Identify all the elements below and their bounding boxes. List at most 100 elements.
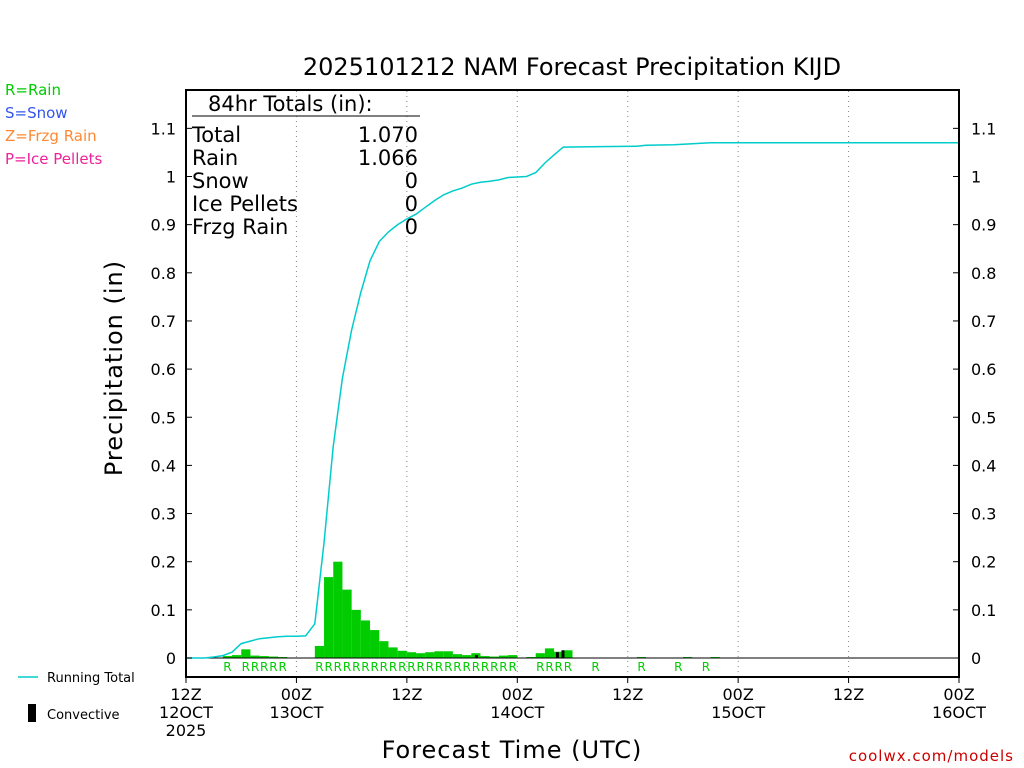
ytick-label-left-3: 0.3 xyxy=(151,505,176,524)
ptype-marker-26: R xyxy=(499,660,507,674)
xtick-label-2-1: 12Z xyxy=(391,685,422,704)
precip-bar-22 xyxy=(452,654,463,658)
ytick-label-right-6: 0.6 xyxy=(971,360,996,379)
ptype-marker-9: R xyxy=(343,660,351,674)
totals-value-total: 1.070 xyxy=(358,123,418,147)
convective-bar-2 xyxy=(561,650,565,658)
ytick-label-left-8: 0.8 xyxy=(151,264,176,283)
ptype-marker-11: R xyxy=(361,660,369,674)
ytick-label-right-2: 0.2 xyxy=(971,553,996,572)
y-axis-title: Precipitation (in) xyxy=(100,260,128,476)
ptype-marker-13: R xyxy=(380,660,388,674)
ytick-label-right-1: 0.1 xyxy=(971,601,996,620)
ytick-label-left-11: 1.1 xyxy=(151,119,176,138)
ytick-label-right-4: 0.4 xyxy=(971,456,996,475)
ptype-marker-25: R xyxy=(490,660,498,674)
ptype-marker-32: R xyxy=(591,660,599,674)
ytick-label-right-8: 0.8 xyxy=(971,264,996,283)
precip-bar-15 xyxy=(388,647,398,658)
xtick-label-0-3: 2025 xyxy=(166,721,207,740)
ytick-label-right-3: 0.3 xyxy=(971,505,996,524)
ptype-marker-21: R xyxy=(453,660,461,674)
xtick-label-0-2: 12OCT xyxy=(159,703,213,722)
ytick-label-right-7: 0.7 xyxy=(971,312,996,331)
precip-bar-31 xyxy=(544,648,555,658)
ytick-label-left-5: 0.5 xyxy=(151,408,176,427)
totals-value-rain: 1.066 xyxy=(358,146,418,170)
precip-type-legend: R=Rain S=Snow Z=Frzg Rain P=Ice Pellets xyxy=(5,81,102,168)
totals-label-rain: Rain xyxy=(192,146,238,170)
series-legend: Running Total Convective xyxy=(18,671,135,723)
precip-bar-18 xyxy=(416,653,426,658)
legend-snow: S=Snow xyxy=(5,104,68,122)
ptype-marker-33: R xyxy=(637,660,645,674)
precip-bar-30 xyxy=(535,653,545,658)
totals-value-frzg-rain: 0 xyxy=(405,215,418,239)
ytick-label-left-10: 1 xyxy=(166,168,176,187)
legend-frzg-rain: Z=Frzg Rain xyxy=(5,127,97,145)
legend-ice-pellets: P=Ice Pellets xyxy=(5,150,102,168)
totals-value-snow: 0 xyxy=(405,169,418,193)
x-axis-title: Forecast Time (UTC) xyxy=(382,736,643,764)
ptype-marker-23: R xyxy=(472,660,480,674)
ytick-label-left-2: 0.2 xyxy=(151,553,176,572)
xtick-label-6-1: 12Z xyxy=(833,685,864,704)
precip-bar-27 xyxy=(498,655,509,658)
precip-bar-17 xyxy=(406,652,417,658)
precip-bar-23 xyxy=(462,655,472,658)
ptype-marker-22: R xyxy=(463,660,471,674)
plot-frame xyxy=(185,89,960,678)
ytick-label-right-0: 0 xyxy=(971,649,981,668)
xtick-label-3-1: 00Z xyxy=(502,685,533,704)
ptype-marker-29: R xyxy=(545,660,553,674)
running-total-line xyxy=(186,142,959,659)
ptype-marker-15: R xyxy=(398,660,406,674)
ytick-label-left-6: 0.6 xyxy=(151,360,176,379)
precip-bar-11 xyxy=(351,609,361,658)
ptype-marker-7: R xyxy=(324,660,332,674)
ptype-marker-17: R xyxy=(416,660,424,674)
ptype-marker-10: R xyxy=(352,660,360,674)
ptype-marker-14: R xyxy=(389,660,397,674)
ptype-marker-5: R xyxy=(278,660,286,674)
precip-bar-8 xyxy=(324,577,334,658)
ytick-label-right-5: 0.5 xyxy=(971,408,996,427)
xtick-label-5-2: 15OCT xyxy=(711,703,765,722)
totals-label-ice-pellets: Ice Pellets xyxy=(192,192,298,216)
ptype-marker-34: R xyxy=(674,660,682,674)
precip-bar-2 xyxy=(241,649,251,658)
ptype-marker-35: R xyxy=(702,660,710,674)
convective-bars xyxy=(474,650,565,658)
precip-bar-1 xyxy=(232,655,242,658)
precip-bar-10 xyxy=(342,589,352,658)
precip-bar-28 xyxy=(508,655,518,658)
y-axis-ticks: 0 00.1 0.10.2 0.20.3 0.30.4 0.40.5 0.50.6 0.60.… xyxy=(151,119,997,668)
ytick-label-right-10: 1 xyxy=(971,168,981,187)
convective-bar-1 xyxy=(555,652,559,658)
chart-title: 2025101212 NAM Forecast Precipitation KI… xyxy=(303,53,841,81)
ytick-label-left-7: 0.7 xyxy=(151,312,176,331)
precip-bar-4 xyxy=(259,656,269,658)
precip-bar-20 xyxy=(434,651,444,658)
xtick-label-7-1: 00Z xyxy=(943,685,974,704)
ptype-marker-2: R xyxy=(251,660,259,674)
ytick-label-left-9: 0.9 xyxy=(151,216,176,235)
xtick-label-0-1: 12Z xyxy=(170,685,201,704)
precip-bar-21 xyxy=(443,651,453,658)
precip-bar-5 xyxy=(268,656,279,658)
ptype-marker-28: R xyxy=(536,660,544,674)
running-total-legend-label: Running Total xyxy=(47,671,135,686)
ptype-marker-8: R xyxy=(334,660,342,674)
precip-bar-0 xyxy=(222,656,233,658)
totals-label-frzg-rain: Frzg Rain xyxy=(192,215,288,239)
totals-heading: 84hr Totals (in): xyxy=(208,92,373,116)
totals-label-total: Total xyxy=(191,123,241,147)
precip-bar-16 xyxy=(397,650,407,658)
ptype-marker-0: R xyxy=(223,660,231,674)
ytick-label-left-1: 0.1 xyxy=(151,601,176,620)
ptype-marker-19: R xyxy=(435,660,443,674)
xtick-label-1-1: 00Z xyxy=(281,685,312,704)
